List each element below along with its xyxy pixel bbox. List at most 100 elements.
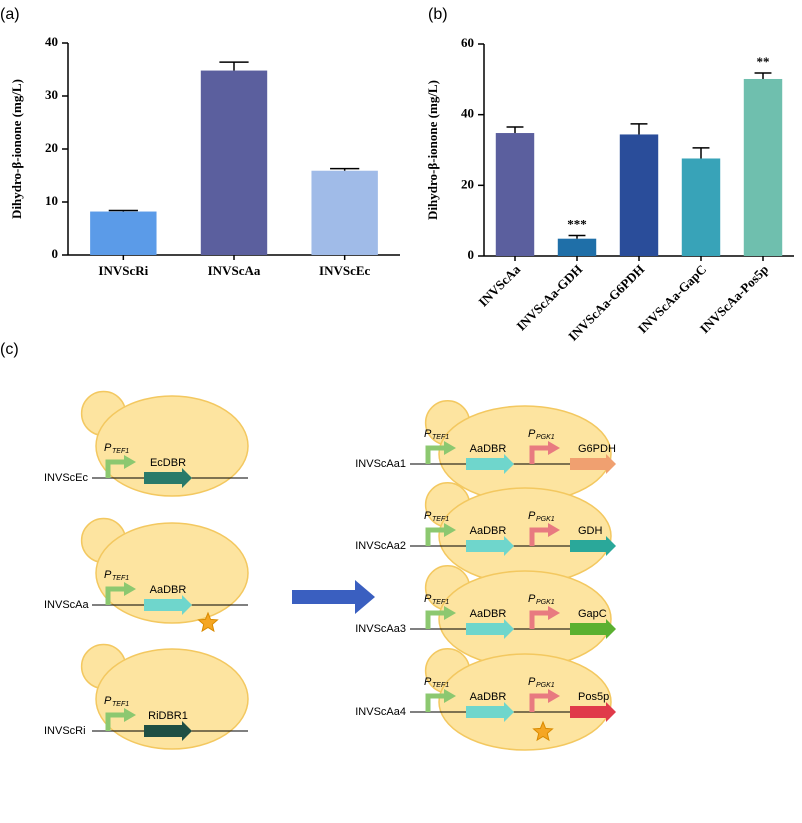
y-tick-label: 0 (52, 246, 59, 261)
promoter-arrow-head (124, 582, 136, 596)
gene-name: RiDBR1 (148, 710, 188, 722)
promoter-letter: P (528, 428, 536, 440)
strain-name: INVScAa (44, 599, 90, 611)
promoter-letter: P (104, 695, 112, 707)
bar (557, 238, 597, 256)
promoter-arrow (529, 693, 550, 712)
promoter-subscript: TEF1 (112, 701, 129, 708)
promoter-arrow-head (444, 606, 456, 620)
promoter-letter: P (104, 569, 112, 581)
gene-name: GDH (578, 525, 603, 537)
promoter-arrow-head (124, 455, 136, 469)
gene-arrow (144, 468, 192, 488)
promoter-subscript: TEF1 (432, 599, 449, 606)
panel-label: (c) (0, 341, 19, 358)
promoter-arrow (105, 459, 126, 478)
y-tick-label: 20 (461, 176, 474, 191)
gene-name: AaDBR (470, 608, 507, 620)
promoter-arrow (529, 445, 550, 464)
strain-name: INVScAa1 (355, 458, 406, 470)
cell (95, 522, 249, 624)
panel-label: (b) (428, 6, 448, 23)
promoter-subscript: PGK1 (536, 434, 555, 441)
gene-arrow (570, 702, 616, 722)
promoter-arrow (529, 610, 550, 629)
gene-arrow (466, 454, 514, 474)
gene-arrow (144, 595, 192, 615)
x-tick-label: INVScAa (475, 261, 523, 309)
gene-name: AaDBR (470, 525, 507, 537)
y-tick-label: 60 (461, 35, 474, 50)
bar (743, 78, 783, 256)
y-tick-label: 0 (468, 247, 475, 262)
y-axis-label: Dihydro-β-ionone (mg/L) (425, 80, 440, 220)
promoter-letter: P (424, 593, 432, 605)
promoter-arrow (529, 527, 550, 546)
gene-arrow (466, 702, 514, 722)
promoter-arrow-head (548, 689, 560, 703)
x-tick-label: INVScEc (319, 263, 371, 278)
y-tick-label: 10 (45, 193, 58, 208)
promoter-arrow-head (548, 606, 560, 620)
promoter-subscript: TEF1 (432, 682, 449, 689)
promoter-arrow-head (124, 708, 136, 722)
transition-arrow (292, 580, 375, 614)
promoter-subscript: TEF1 (432, 516, 449, 523)
gene-arrow (144, 721, 192, 741)
promoter-letter: P (528, 593, 536, 605)
cell (438, 653, 612, 751)
star (532, 720, 554, 742)
gene-name: AaDBR (150, 584, 187, 596)
y-tick-label: 40 (461, 106, 474, 121)
y-tick-label: 20 (45, 140, 58, 155)
bar (200, 70, 268, 255)
promoter-arrow-head (548, 523, 560, 537)
bar (90, 211, 157, 255)
strain-name: INVScRi (44, 725, 86, 737)
promoter-arrow (425, 610, 446, 629)
promoter-subscript: TEF1 (432, 434, 449, 441)
gene-name: GapC (578, 608, 607, 620)
gene-arrow (570, 454, 616, 474)
gene-name: Pos5p (578, 691, 609, 703)
bar (619, 134, 659, 256)
star (197, 611, 219, 633)
significance-label: ** (757, 54, 770, 69)
promoter-arrow-head (444, 441, 456, 455)
promoter-subscript: PGK1 (536, 599, 555, 606)
promoter-letter: P (424, 510, 432, 522)
gene-name: AaDBR (470, 691, 507, 703)
promoter-letter: P (424, 428, 432, 440)
gene-name: AaDBR (470, 443, 507, 455)
promoter-arrow (425, 527, 446, 546)
strain-name: INVScAa3 (355, 623, 406, 635)
x-tick-label: INVScRi (98, 263, 148, 278)
promoter-arrow (105, 712, 126, 731)
promoter-arrow-head (444, 523, 456, 537)
gene-name: EcDBR (150, 457, 186, 469)
cell (95, 395, 249, 497)
promoter-arrow (105, 586, 126, 605)
bar (311, 170, 378, 255)
strain-name: INVScAa2 (355, 540, 406, 552)
strain-name: INVScAa4 (355, 706, 406, 718)
gene-arrow (466, 536, 514, 556)
gene-arrow (570, 536, 616, 556)
gene-arrow (570, 619, 616, 639)
promoter-arrow (425, 445, 446, 464)
promoter-letter: P (528, 676, 536, 688)
promoter-subscript: PGK1 (536, 516, 555, 523)
y-tick-label: 40 (45, 34, 58, 49)
promoter-subscript: TEF1 (112, 575, 129, 582)
gene-arrow (466, 619, 514, 639)
promoter-letter: P (104, 442, 112, 454)
cell (95, 648, 249, 750)
promoter-letter: P (528, 510, 536, 522)
promoter-letter: P (424, 676, 432, 688)
significance-label: *** (567, 216, 587, 231)
promoter-arrow (425, 693, 446, 712)
promoter-subscript: TEF1 (112, 448, 129, 455)
x-tick-label: INVScAa (208, 263, 261, 278)
promoter-subscript: PGK1 (536, 682, 555, 689)
